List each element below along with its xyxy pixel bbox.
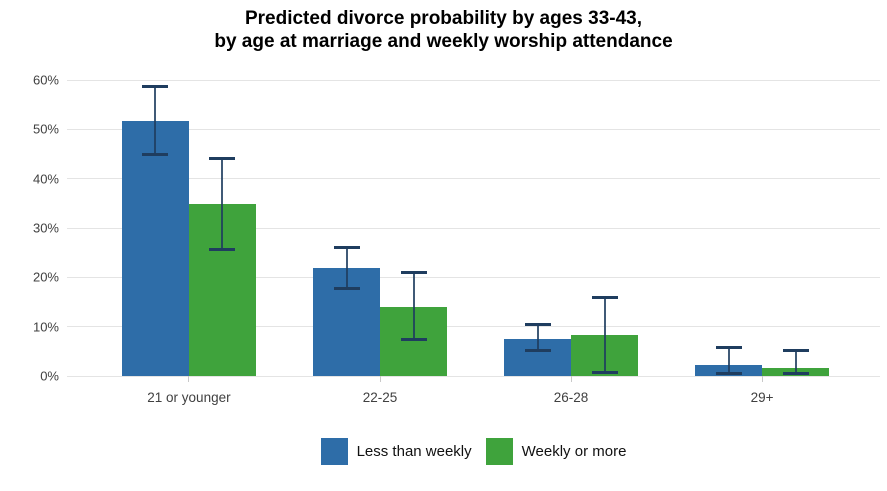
- legend-swatch-less-than-weekly: [320, 437, 348, 465]
- y-axis-tick-label: 0%: [40, 368, 59, 384]
- error-bar-less-than-weekly: [142, 84, 169, 156]
- error-bar-cap-top: [524, 322, 551, 326]
- error-bar-cap-bottom: [782, 371, 809, 375]
- error-bar-weekly-or-more: [591, 296, 618, 375]
- error-bar-cap-bottom: [591, 371, 618, 375]
- gridline: [67, 178, 880, 180]
- gridline: [67, 375, 880, 377]
- error-bar-cap-bottom: [715, 371, 742, 375]
- y-axis-tick-label: 20%: [32, 269, 59, 285]
- y-axis-tick-label: 40%: [32, 171, 59, 187]
- error-bar-less-than-weekly: [524, 322, 551, 352]
- legend-label-weekly-or-more: Weekly or more: [521, 442, 627, 460]
- error-bar-line: [536, 322, 539, 352]
- x-axis-category-label: 22-25: [362, 390, 398, 405]
- legend-item-less-than-weekly: Less than weekly: [320, 437, 472, 465]
- chart-title: Predicted divorce probability by ages 33…: [0, 7, 887, 53]
- legend-item-weekly-or-more: Weekly or more: [485, 437, 627, 465]
- error-bar-line: [221, 157, 224, 251]
- legend-swatch-weekly-or-more: [485, 437, 513, 465]
- error-bar-cap-bottom: [524, 348, 551, 352]
- error-bar-cap-top: [209, 157, 236, 161]
- error-bar-cap-bottom: [333, 286, 360, 290]
- x-axis-tick: [379, 376, 381, 382]
- legend-label-less-than-weekly: Less than weekly: [356, 442, 472, 460]
- error-bar-cap-bottom: [209, 247, 236, 251]
- gridline: [67, 128, 880, 130]
- error-bar-weekly-or-more: [400, 271, 427, 342]
- error-bar-cap-top: [715, 346, 742, 350]
- x-axis-category-label: 26-28: [553, 390, 589, 405]
- chart-title-line2: by age at marriage and weekly worship at…: [214, 31, 673, 52]
- error-bar-line: [412, 271, 415, 342]
- y-axis-tick-label: 50%: [32, 121, 59, 137]
- bar-less-than-weekly: [121, 120, 189, 376]
- x-axis-category-label: 21 or younger: [147, 390, 231, 405]
- error-bar-cap-bottom: [400, 338, 427, 342]
- x-axis-tick: [761, 376, 763, 382]
- error-bar-cap-top: [142, 84, 169, 88]
- error-bar-line: [154, 84, 157, 156]
- gridline: [67, 276, 880, 278]
- chart-legend: Less than weekly Weekly or more: [67, 436, 880, 466]
- error-bar-weekly-or-more: [209, 157, 236, 251]
- error-bar-cap-top: [591, 296, 618, 300]
- gridline: [67, 326, 880, 328]
- error-bar-line: [727, 346, 730, 375]
- y-axis-tick-label: 30%: [32, 220, 59, 236]
- plot-area: 0% 10% 20% 30% 40% 50% 60% 21 or younger 22-25 26…: [33, 73, 880, 405]
- chart-title-line1: Predicted divorce probability by ages 33…: [244, 8, 643, 29]
- error-bar-cap-top: [782, 348, 809, 352]
- error-bar-less-than-weekly: [715, 346, 742, 375]
- gridline: [67, 79, 880, 81]
- error-bar-cap-top: [333, 246, 360, 250]
- error-bar-line: [794, 348, 797, 375]
- error-bar-line: [603, 296, 606, 375]
- error-bar-cap-bottom: [142, 152, 169, 156]
- gridline: [67, 227, 880, 229]
- x-axis-tick: [188, 376, 190, 382]
- y-axis-tick-label: 60%: [32, 72, 59, 88]
- y-axis-tick-label: 10%: [32, 319, 59, 335]
- error-bar-weekly-or-more: [782, 348, 809, 375]
- error-bar-less-than-weekly: [333, 246, 360, 290]
- error-bar-line: [345, 246, 348, 290]
- error-bar-cap-top: [400, 271, 427, 275]
- x-axis-tick: [570, 376, 572, 382]
- x-axis-category-label: 29+: [750, 390, 774, 405]
